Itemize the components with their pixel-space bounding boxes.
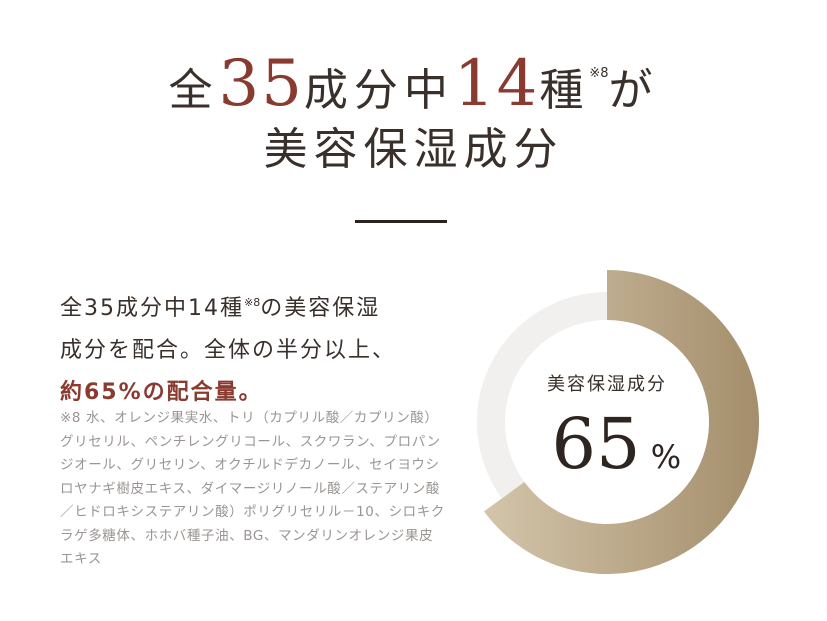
- ingredient-footnote: ※8 水、オレンジ果実水、トリ（カプリル酸／カプリン酸）グリセリル、ペンチレング…: [60, 410, 445, 567]
- headline-text: 全: [168, 65, 219, 116]
- headline-line2: 美容保湿成分: [263, 124, 564, 175]
- lead-line1b: の美容保湿: [260, 296, 381, 321]
- donut-center-unit: %: [651, 438, 681, 476]
- headline-line1: 全35成分中14種※8が: [0, 38, 827, 127]
- moisture-count: 14: [453, 47, 540, 121]
- donut-center-label: 美容保湿成分: [547, 374, 667, 395]
- total-count: 35: [218, 47, 304, 121]
- headline-text: 成分中: [303, 65, 454, 116]
- divider: [355, 220, 447, 223]
- donut-center-value: 65: [551, 403, 640, 485]
- lead-text: 全35成分中14種※8の美容保湿 成分を配合。全体の半分以上、 約65%の配合量…: [60, 282, 396, 414]
- headline-text: 種: [539, 65, 590, 116]
- donut-remainder-segment: [477, 292, 607, 499]
- note-mark: ※8: [589, 66, 609, 81]
- lead-highlight: 約65%の配合量。: [60, 380, 263, 405]
- donut-value-segment: [484, 270, 759, 574]
- note-mark: ※8: [244, 296, 261, 309]
- lead-line1: 全35成分中14種: [60, 296, 244, 321]
- headline-text: が: [608, 65, 659, 116]
- lead-line2: 成分を配合。全体の半分以上、: [60, 338, 397, 363]
